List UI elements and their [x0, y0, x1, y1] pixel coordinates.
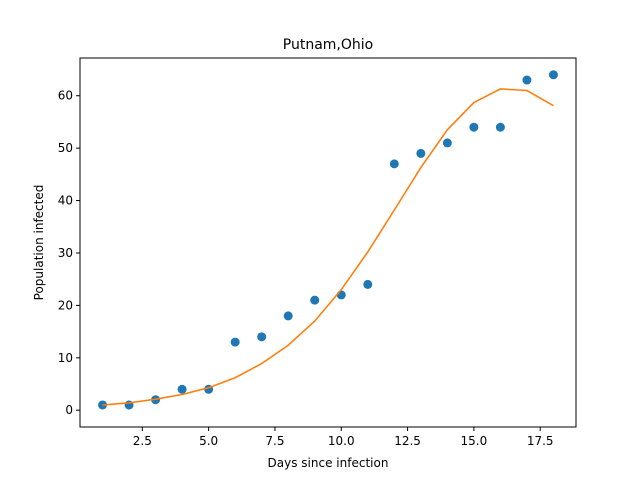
y-tick-label: 40: [58, 194, 73, 208]
x-tick-label: 10.0: [328, 434, 355, 448]
scatter-point: [548, 70, 558, 80]
chart-title: Putnam,Ohio: [283, 37, 373, 53]
scatter-point: [283, 311, 293, 321]
x-tick-label: 12.5: [394, 434, 421, 448]
scatter-point: [495, 122, 505, 132]
x-tick-label: 15.0: [461, 434, 488, 448]
y-tick-label: 20: [58, 298, 73, 312]
y-axis-label: Population infected: [32, 185, 46, 301]
y-tick-label: 50: [58, 141, 73, 155]
y-tick-label: 10: [58, 351, 73, 365]
y-axis: 0 10 20 30 40 50 60: [58, 89, 80, 417]
x-axis-label: Days since infection: [268, 456, 389, 470]
scatter-point: [310, 295, 320, 305]
fitted-line: [102, 88, 554, 406]
x-axis: 2.5 5.0 7.5 10.0 12.5 15.0 17.5: [133, 427, 554, 448]
scatter-point: [389, 159, 399, 169]
scatter-point: [469, 122, 479, 132]
x-tick-label: 17.5: [527, 434, 554, 448]
x-tick-label: 2.5: [133, 434, 152, 448]
scatter-point: [98, 400, 108, 410]
plot-area: [98, 70, 558, 410]
y-tick-label: 30: [58, 246, 73, 260]
scatter-point: [257, 332, 267, 342]
scatter-point: [230, 337, 240, 347]
scatter-point: [522, 75, 532, 85]
y-tick-label: 0: [65, 403, 73, 417]
x-tick-label: 5.0: [199, 434, 218, 448]
scatter-point: [336, 290, 346, 300]
y-tick-label: 60: [58, 89, 73, 103]
plot-frame: [79, 57, 577, 428]
scatter-point: [363, 279, 373, 289]
scatter-point: [177, 384, 187, 394]
scatter-point: [442, 138, 452, 148]
x-tick-label: 7.5: [265, 434, 284, 448]
scatter-point: [416, 148, 426, 158]
